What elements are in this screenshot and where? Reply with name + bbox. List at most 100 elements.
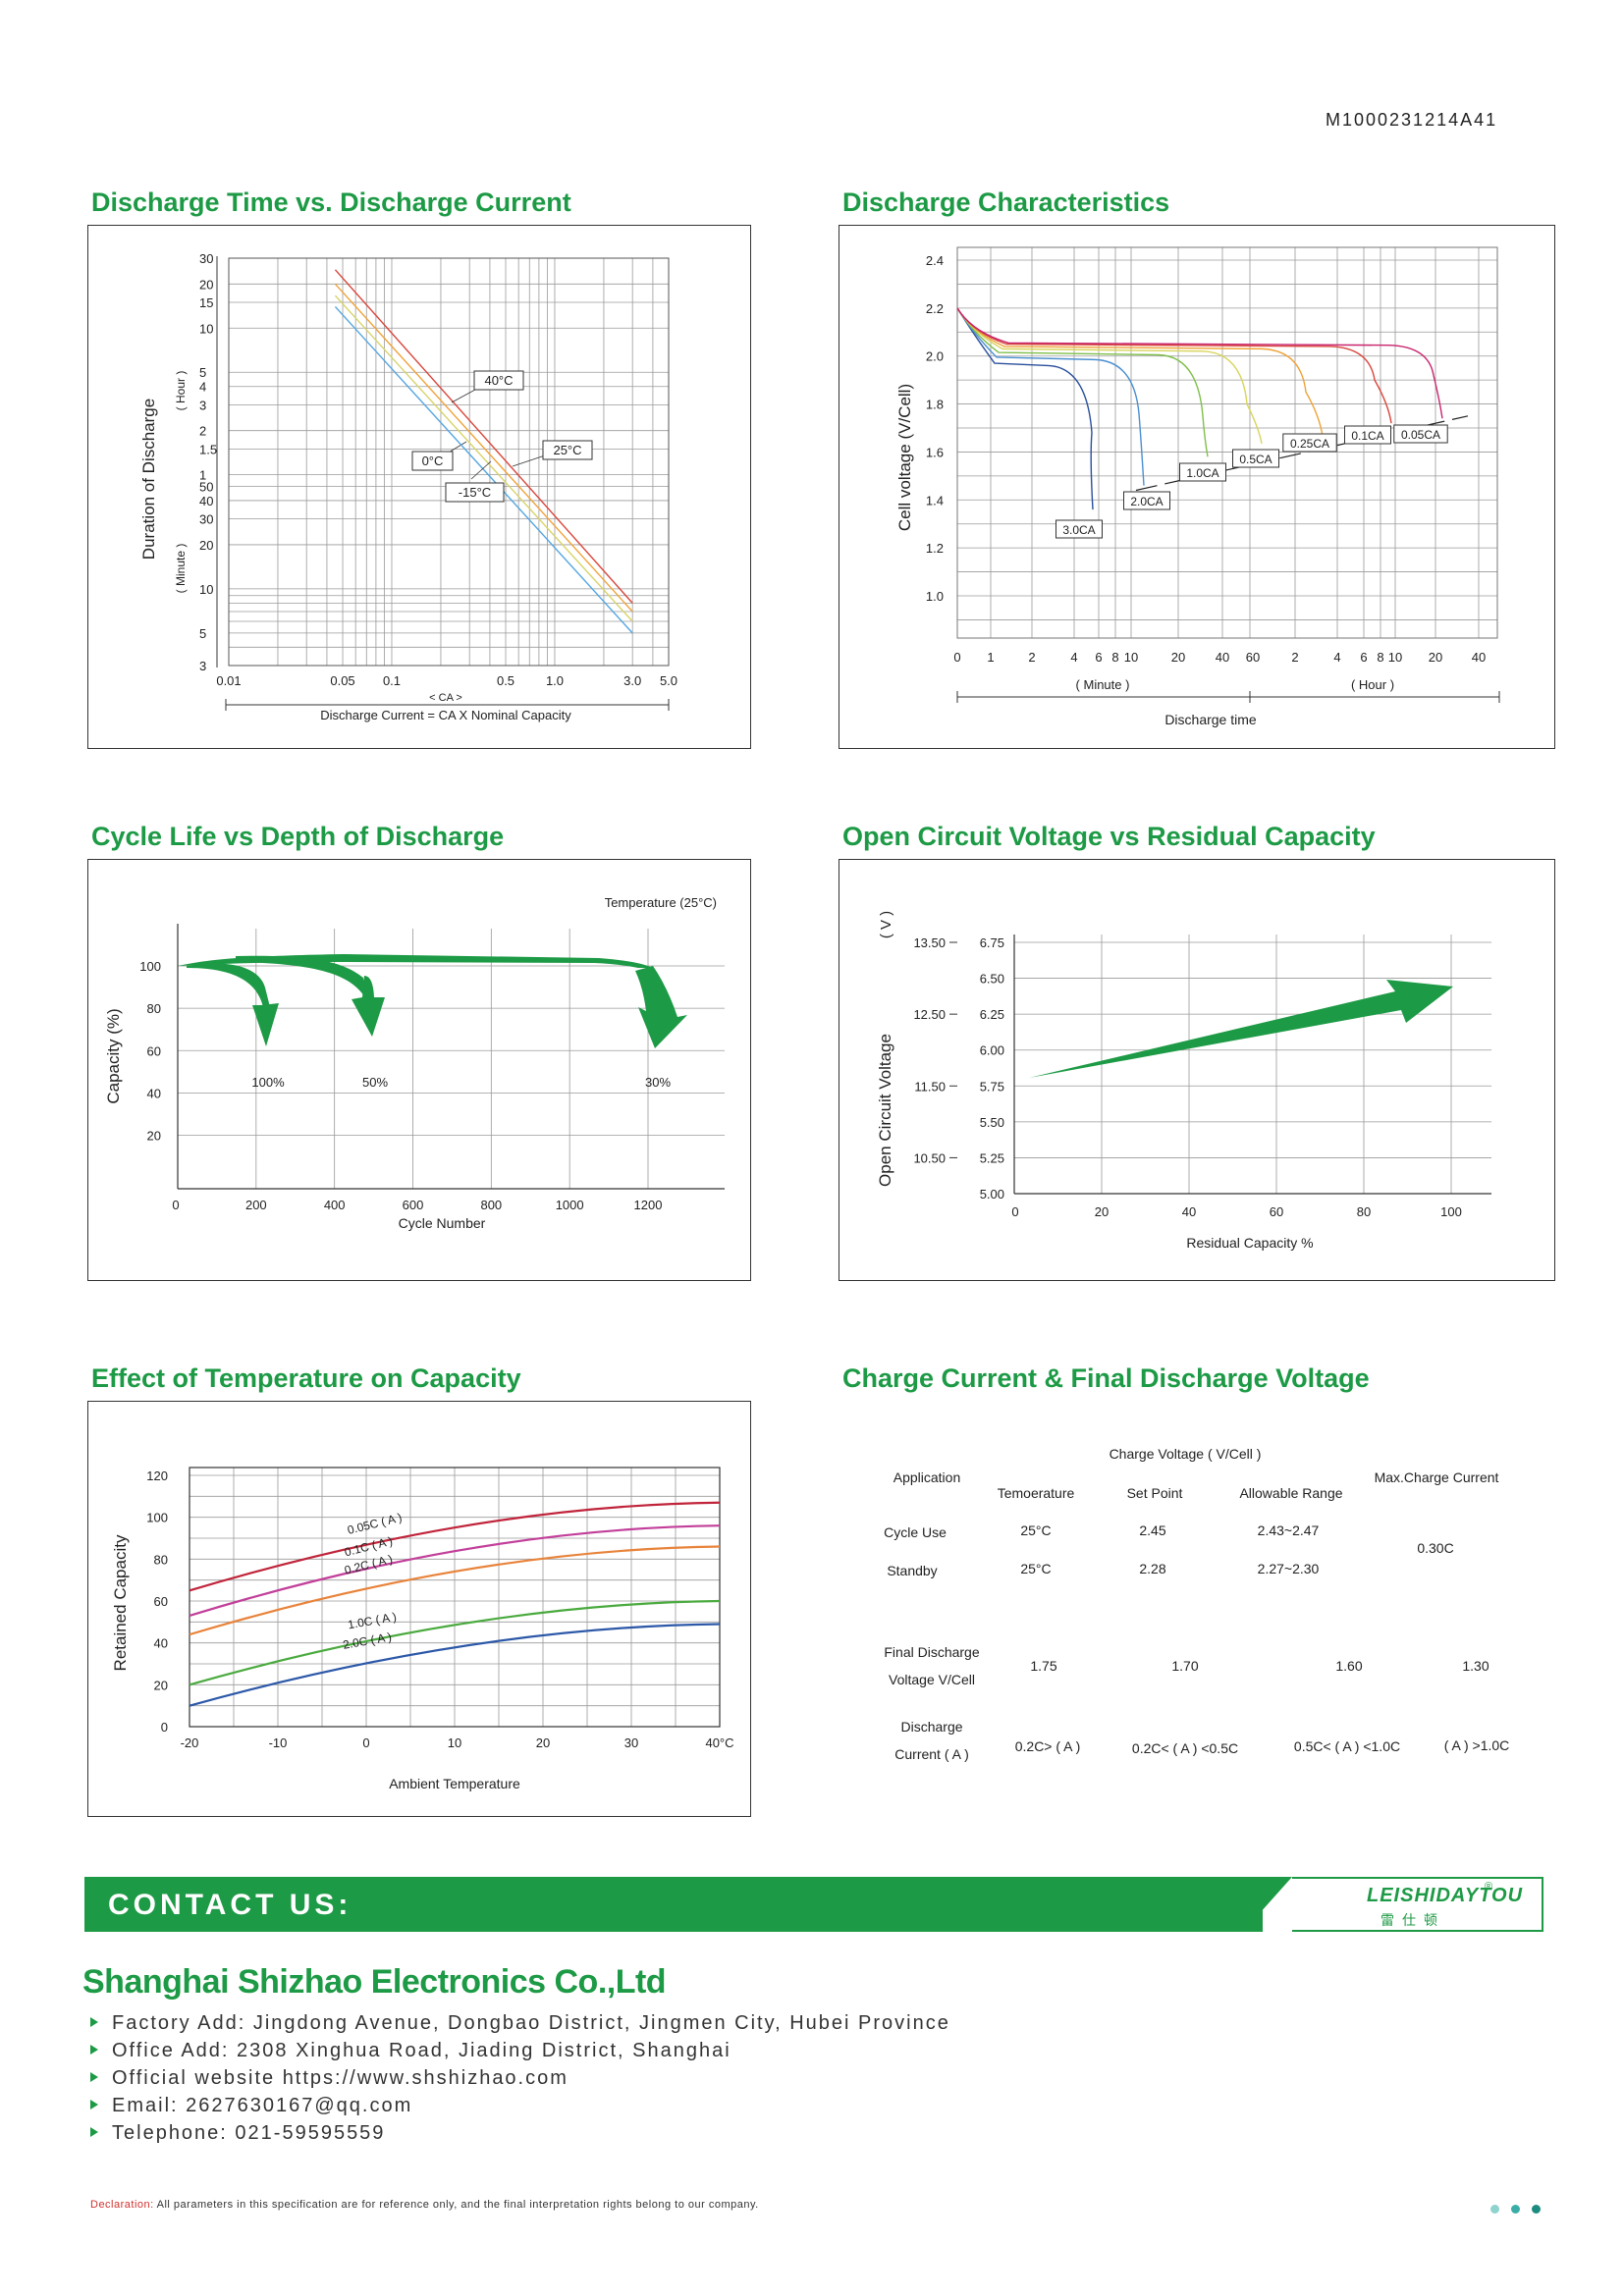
cycle-use-label: Cycle Use	[884, 1524, 947, 1540]
discharge-current-label-2: Current ( A )	[894, 1746, 969, 1762]
x-tick-label: 2	[1028, 650, 1035, 665]
bullet-icon	[90, 2045, 98, 2055]
x-tick-label: 20	[1171, 650, 1185, 665]
x-axis-label: Ambient Temperature	[389, 1776, 520, 1791]
final-value: 1.30	[1462, 1658, 1489, 1674]
x-tick-label: 0	[953, 650, 960, 665]
current-value: ( A ) >1.0C	[1443, 1737, 1510, 1753]
curve-label-box	[1232, 449, 1279, 468]
y-tick-label: 1.6	[926, 445, 944, 459]
y-unit: ( V )	[878, 911, 894, 938]
series-line	[334, 269, 633, 604]
y-axis-label: Open Circuit Voltage	[876, 1034, 894, 1187]
x-unit-minute: ( Minute )	[1076, 677, 1130, 692]
y-tick-label: 80	[147, 1001, 161, 1016]
discharge-curve	[956, 307, 1443, 419]
declaration-text: All parameters in this specification are…	[153, 2199, 759, 2211]
curve-label-box	[1282, 433, 1337, 453]
bullet-icon	[90, 2127, 98, 2137]
x-tick-label: 200	[245, 1198, 267, 1212]
max-charge-header: Max.Charge Current	[1374, 1469, 1499, 1485]
allowable-range-header: Allowable Range	[1239, 1485, 1343, 1501]
x-tick-label: 0	[172, 1198, 179, 1212]
x-tick-label: 0.1	[383, 673, 401, 688]
curve-100	[187, 963, 270, 1007]
x-tick-label: 0	[1011, 1204, 1018, 1219]
email[interactable]: Email: 2627630167@qq.com	[90, 2095, 950, 2122]
curve-label: 0.5CA	[1239, 453, 1272, 466]
y-tick-label: 100	[139, 959, 161, 974]
plot-frame	[956, 246, 1498, 639]
charge-voltage-header: Charge Voltage ( V/Cell )	[1109, 1446, 1262, 1462]
x-tick-label: 10	[1388, 650, 1402, 665]
x-axis-label: Discharge time	[1164, 712, 1257, 727]
y-tick-label: 10	[199, 582, 213, 597]
discharge-char-title: Discharge Characteristics	[842, 187, 1170, 217]
decorative-dots	[1490, 2201, 1552, 2218]
x-tick-label: 40	[1182, 1204, 1196, 1219]
label-pointer	[470, 460, 492, 480]
office-address: Office Add: 2308 Xinghua Road, Jiading D…	[90, 2040, 950, 2067]
y-tick-label: 40	[147, 1086, 161, 1100]
y-unit-hour: ( Hour )	[174, 371, 188, 411]
curve-label: 0.05C ( A )	[346, 1511, 403, 1537]
y-tick-label: 1.4	[926, 493, 944, 507]
y-tick-inner: 5.00	[980, 1187, 1004, 1201]
discharge-current-label-1: Discharge	[900, 1719, 963, 1735]
depth-label: 50%	[362, 1075, 388, 1090]
curve-label: 2.0CA	[1130, 495, 1163, 508]
website[interactable]: Official website https://www.shshizhao.c…	[90, 2067, 950, 2095]
y-tick-label: 10	[199, 321, 213, 336]
ocv-panel: 6.75 6.50 6.25 6.00 5.75 5.50 5.25 5.00 13.50 12.…	[839, 859, 1555, 1281]
contact-bar-slant	[1243, 1877, 1292, 1932]
contact-heading: CONTACT US:	[108, 1889, 352, 1921]
logo-text-cn: 雷仕顿	[1380, 1912, 1445, 1928]
curve-label-box	[1393, 424, 1448, 444]
x-tick-label: 0.05	[330, 673, 354, 688]
series-label: 25°C	[553, 443, 581, 457]
x-unit-hour: ( Hour )	[1351, 677, 1394, 692]
x-axis-label: Discharge Current = CA X Nominal Capacit…	[320, 708, 571, 722]
x-tick-label: 60	[1246, 650, 1260, 665]
y-tick-label: 1.0	[926, 589, 944, 604]
final-discharge-label-1: Final Discharge	[884, 1644, 980, 1660]
discharge-curve	[956, 307, 1094, 510]
x-tick-label: -10	[269, 1735, 288, 1750]
y-tick-inner: 6.75	[980, 935, 1004, 950]
x-tick-label: 600	[403, 1198, 424, 1212]
x-tick-label: 1000	[556, 1198, 584, 1212]
y-tick-label: 40	[199, 494, 213, 508]
series-label-box	[411, 451, 454, 471]
y-tick-label: 30	[199, 512, 213, 527]
temperature-label: Temperature (25°C)	[605, 895, 717, 910]
series-line	[334, 294, 633, 622]
application-header: Application	[893, 1469, 961, 1485]
x-tick-label: -20	[181, 1735, 199, 1750]
y-axis-label: Retained Capacity	[111, 1534, 130, 1671]
x-tick-label: 40°C	[705, 1735, 733, 1750]
y-tick-label: 100	[146, 1511, 168, 1525]
x-tick-label: 4	[1070, 650, 1077, 665]
series-label-box	[542, 440, 593, 460]
x-tick-label: 40	[1472, 650, 1486, 665]
y-tick-label: 3	[199, 659, 206, 673]
arrow-50	[352, 976, 385, 1037]
y-tick-label: 50	[199, 479, 213, 494]
bullet-icon	[90, 2072, 98, 2082]
y-tick-label: 1.2	[926, 541, 944, 556]
curve-label: 0.05CA	[1401, 428, 1440, 442]
temperature-title: Effect of Temperature on Capacity	[91, 1363, 521, 1393]
set-point-header: Set Point	[1126, 1485, 1183, 1501]
y-tick-outer: 11.50	[914, 1079, 946, 1094]
capacity-curve	[189, 1599, 721, 1686]
x-tick-label: 5.0	[660, 673, 677, 688]
dot-icon	[1511, 2205, 1520, 2214]
y-tick-outer: 13.50	[913, 935, 946, 950]
dot-icon	[1490, 2205, 1499, 2214]
y-tick-label: 5	[199, 626, 206, 641]
standby-temp: 25°C	[1020, 1561, 1052, 1576]
standby-set: 2.28	[1139, 1561, 1166, 1576]
current-value: 0.2C> ( A )	[1014, 1738, 1081, 1754]
declaration: Declaration: All parameters in this spec…	[90, 2199, 759, 2211]
curve-label: 1.0CA	[1186, 466, 1218, 480]
